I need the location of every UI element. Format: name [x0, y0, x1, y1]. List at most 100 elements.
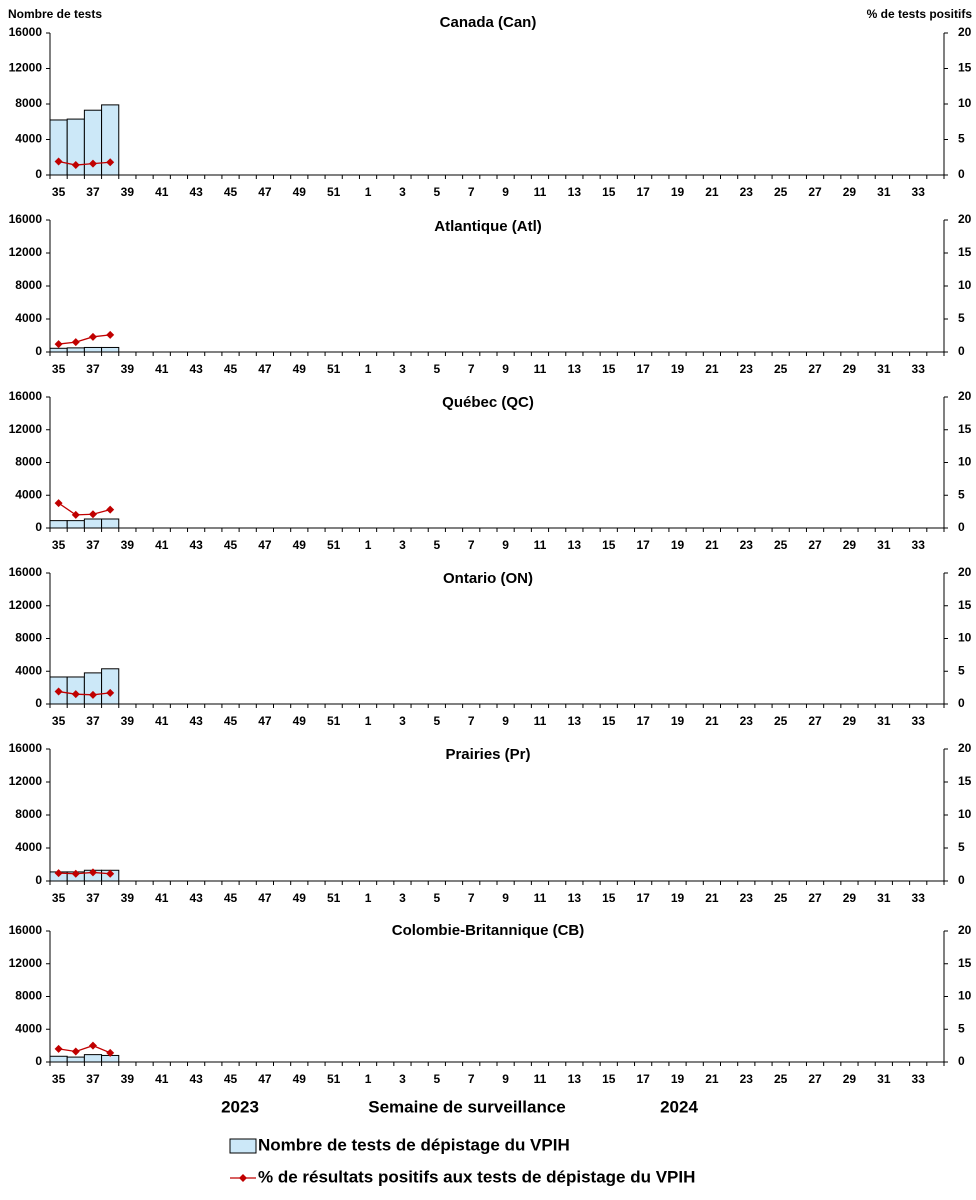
x-tick-label: 35	[52, 1072, 66, 1086]
y2-tick-label: 0	[958, 696, 965, 710]
x-tick-label: 41	[155, 714, 169, 728]
x-tick-label: 21	[705, 1072, 719, 1086]
y-tick-label: 0	[35, 520, 42, 534]
x-tick-label: 25	[774, 538, 788, 552]
x-tick-label: 33	[912, 538, 926, 552]
x-tick-label: 31	[877, 891, 891, 905]
x-tick-label: 15	[602, 362, 616, 376]
marker	[71, 1047, 80, 1056]
x-tick-label: 23	[740, 538, 754, 552]
x-tick-label: 27	[808, 891, 822, 905]
x-tick-label: 21	[705, 891, 719, 905]
x-tick-label: 9	[502, 714, 509, 728]
x-tick-label: 27	[808, 714, 822, 728]
y2-tick-label: 20	[958, 923, 972, 937]
x-tick-label: 35	[52, 714, 66, 728]
x-tick-label: 19	[671, 1072, 685, 1086]
marker	[54, 499, 63, 508]
chart-title: Atlantique (Atl)	[434, 218, 541, 235]
y2-tick-label: 5	[958, 1021, 965, 1035]
y2-tick-label: 10	[958, 989, 972, 1003]
bar	[66, 520, 85, 529]
x-tick-label: 7	[468, 1072, 475, 1086]
y2-tick-label: 10	[958, 631, 972, 645]
x-tick-label: 37	[86, 362, 100, 376]
x-tick-label: 49	[293, 1072, 307, 1086]
x-tick-label: 13	[568, 1072, 582, 1086]
x-tick-label: 47	[258, 891, 272, 905]
bar	[101, 668, 120, 705]
y2-tick-label: 15	[958, 774, 972, 788]
marker	[88, 690, 97, 699]
x-tick-label: 29	[843, 714, 857, 728]
x-tick-label: 7	[468, 538, 475, 552]
line	[58, 334, 111, 345]
x-tick-label: 29	[843, 1072, 857, 1086]
legend-swatch	[239, 1174, 247, 1182]
x-tick-label: 11	[534, 185, 547, 199]
bar	[83, 1054, 103, 1063]
y2-tick-label: 5	[958, 840, 965, 854]
y-tick-label: 12000	[9, 61, 43, 75]
x-tick-label: 29	[843, 891, 857, 905]
bar	[66, 1056, 85, 1063]
x-tick-label: 3	[399, 538, 406, 552]
x-tick-label: 25	[774, 185, 788, 199]
x-tick-label: 31	[877, 362, 891, 376]
y2-tick-label: 0	[958, 167, 965, 181]
x-tick-label: 23	[740, 185, 754, 199]
x-tick-label: 23	[740, 891, 754, 905]
x-tick-label: 17	[636, 891, 650, 905]
x-tick-label: 45	[224, 185, 238, 199]
chart-title: Québec (QC)	[442, 394, 534, 411]
x-tick-label: 31	[877, 538, 891, 552]
x-tick-label: 45	[224, 1072, 238, 1086]
marker	[106, 505, 115, 514]
x-tick-label: 3	[399, 714, 406, 728]
x-tick-label: 5	[433, 538, 440, 552]
x-tick-label: 19	[671, 891, 685, 905]
x-tick-label: 1	[365, 891, 372, 905]
x-tick-label: 47	[258, 362, 272, 376]
x-tick-label: 5	[433, 362, 440, 376]
x-tick-label: 17	[636, 362, 650, 376]
x-tick-label: 33	[912, 362, 926, 376]
x-tick-label: 11	[534, 714, 547, 728]
x-tick-label: 23	[740, 1072, 754, 1086]
x-tick-label: 25	[774, 714, 788, 728]
x-tick-label: 15	[602, 185, 616, 199]
x-tick-label: 41	[155, 185, 169, 199]
marker	[54, 869, 63, 878]
x-tick-label: 13	[568, 891, 582, 905]
x-tick-label: 11	[534, 538, 547, 552]
x-tick-label: 23	[740, 714, 754, 728]
y2-tick-label: 20	[958, 212, 972, 226]
x-tick-label: 11	[534, 362, 547, 376]
x-tick-label: 25	[774, 891, 788, 905]
x-tick-label: 7	[468, 185, 475, 199]
x-tick-label: 7	[468, 714, 475, 728]
y-tick-label: 12000	[9, 774, 43, 788]
x-tick-label: 9	[502, 1072, 509, 1086]
x-tick-label: 17	[636, 1072, 650, 1086]
x-tick-label: 49	[293, 362, 307, 376]
line	[58, 1044, 111, 1054]
y2-tick-label: 5	[958, 487, 965, 501]
x-tick-label: 37	[86, 538, 100, 552]
line	[58, 690, 111, 696]
marker	[71, 869, 80, 878]
marker	[71, 690, 80, 699]
x-tick-label: 19	[671, 538, 685, 552]
y2-tick-label: 15	[958, 956, 972, 970]
y-tick-label: 8000	[15, 96, 42, 110]
x-tick-label: 43	[189, 538, 203, 552]
y2-axis-label: % de tests positifs	[867, 7, 973, 21]
x-tick-label: 27	[808, 1072, 822, 1086]
y-tick-label: 4000	[15, 311, 42, 325]
line	[58, 160, 111, 166]
x-tick-label: 41	[155, 538, 169, 552]
y-tick-label: 0	[35, 1054, 42, 1068]
x-tick-label: 43	[189, 185, 203, 199]
bar	[83, 672, 103, 705]
y-tick-label: 4000	[15, 840, 42, 854]
